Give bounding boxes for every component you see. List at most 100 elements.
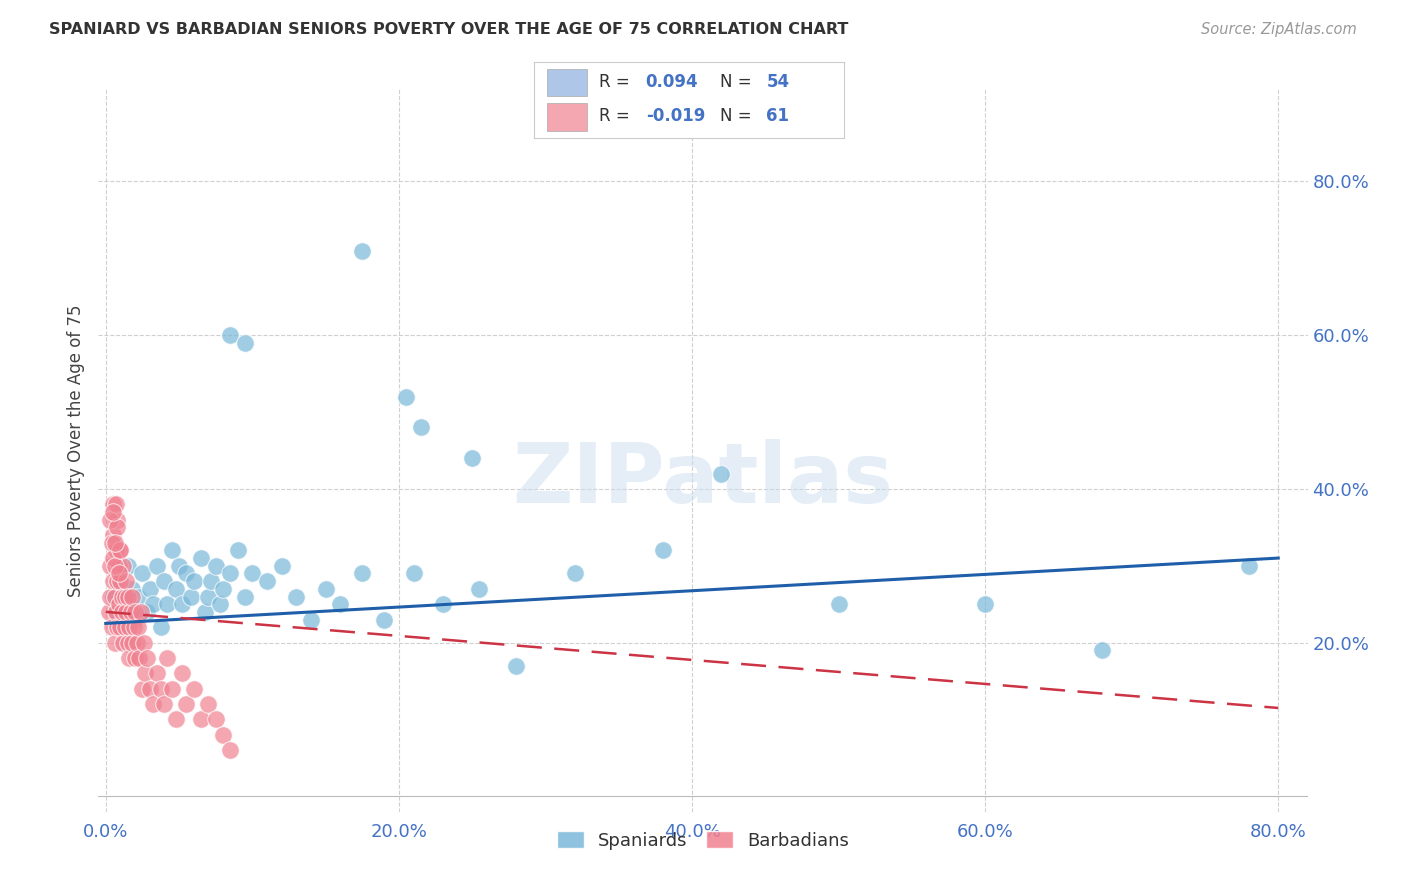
Point [219, 743, 242, 757]
Point [315, 582, 337, 596]
Point [285, 590, 308, 604]
Point [107, 574, 129, 588]
Point [212, 582, 235, 596]
Point [170, 666, 193, 681]
Point [150, 681, 173, 696]
Point [105, 605, 128, 619]
Point [98, 513, 121, 527]
Point [125, 635, 148, 649]
Point [180, 590, 202, 604]
Point [974, 597, 997, 611]
Point [156, 651, 179, 665]
Point [190, 551, 212, 566]
Point [409, 420, 432, 434]
Point [110, 574, 132, 588]
Point [107, 513, 129, 527]
Point [256, 574, 278, 588]
Point [395, 390, 418, 404]
Point [103, 590, 125, 604]
Point [103, 635, 125, 649]
Point [461, 451, 484, 466]
Point [100, 535, 122, 549]
Point [107, 605, 129, 619]
Point [122, 620, 145, 634]
Point [197, 697, 219, 711]
Point [114, 590, 136, 604]
Point [183, 681, 205, 696]
Point [194, 605, 217, 619]
Point [233, 590, 256, 604]
Point [98, 558, 121, 573]
Point [160, 543, 183, 558]
Point [146, 558, 169, 573]
Point [167, 558, 190, 573]
Point [118, 651, 141, 665]
Point [352, 244, 374, 258]
Point [131, 681, 153, 696]
Point [373, 613, 395, 627]
Point [240, 566, 263, 581]
Point [135, 605, 157, 619]
Point [100, 620, 122, 634]
Point [110, 543, 132, 558]
Point [107, 520, 129, 534]
Point [1091, 643, 1114, 657]
Text: R =: R = [599, 107, 636, 125]
Point [165, 713, 187, 727]
Point [108, 558, 131, 573]
Legend: Spaniards, Barbadians: Spaniards, Barbadians [550, 824, 856, 857]
Point [226, 543, 249, 558]
Point [402, 566, 425, 581]
Point [110, 620, 132, 634]
Text: N =: N = [720, 73, 756, 91]
Point [103, 535, 125, 549]
Point [146, 666, 169, 681]
Point [134, 666, 156, 681]
Point [138, 681, 160, 696]
Point [827, 597, 849, 611]
Text: R =: R = [599, 73, 636, 91]
Point [97, 605, 120, 619]
Point [190, 713, 212, 727]
Point [110, 543, 132, 558]
Point [115, 605, 138, 619]
Point [112, 635, 135, 649]
Point [115, 574, 138, 588]
Point [204, 558, 226, 573]
Text: -0.019: -0.019 [645, 107, 704, 125]
Point [299, 613, 322, 627]
Y-axis label: Seniors Poverty Over the Age of 75: Seniors Poverty Over the Age of 75 [66, 304, 84, 597]
Point [212, 728, 235, 742]
Point [101, 505, 124, 519]
Point [135, 651, 157, 665]
Point [103, 558, 125, 573]
Point [107, 620, 129, 634]
Point [153, 697, 176, 711]
Point [101, 528, 124, 542]
Point [105, 497, 128, 511]
Point [138, 582, 160, 596]
Point [124, 613, 146, 627]
Point [120, 605, 142, 619]
Point [160, 681, 183, 696]
Point [270, 558, 292, 573]
Point [165, 582, 187, 596]
Point [112, 620, 135, 634]
Point [108, 566, 131, 581]
Point [110, 574, 132, 588]
Point [468, 582, 491, 596]
Point [204, 713, 226, 727]
Point [114, 620, 136, 634]
Point [128, 651, 150, 665]
Point [117, 558, 139, 573]
Point [156, 597, 179, 611]
Text: SPANIARD VS BARBADIAN SENIORS POVERTY OVER THE AGE OF 75 CORRELATION CHART: SPANIARD VS BARBADIAN SENIORS POVERTY OV… [49, 22, 849, 37]
Point [111, 590, 134, 604]
Point [117, 635, 139, 649]
Point [142, 697, 165, 711]
Point [183, 574, 205, 588]
Point [432, 597, 454, 611]
Point [129, 605, 152, 619]
Point [651, 543, 673, 558]
Point [200, 574, 222, 588]
